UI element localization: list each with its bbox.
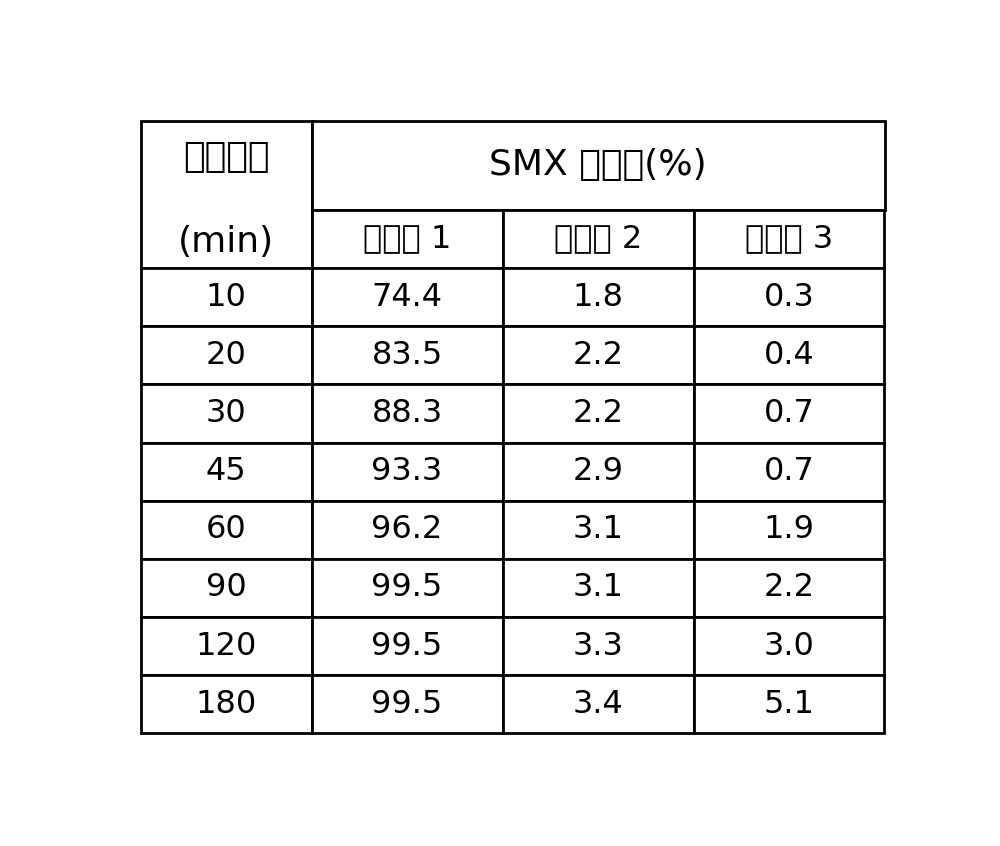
Text: 1.8: 1.8	[573, 282, 624, 313]
Text: 5.1: 5.1	[764, 689, 815, 720]
Bar	[694, 617, 884, 675]
Bar	[312, 617, 503, 675]
Text: 93.3: 93.3	[371, 456, 443, 487]
Bar	[312, 210, 503, 268]
Bar	[694, 675, 884, 733]
Text: 3.3: 3.3	[573, 630, 623, 662]
Bar	[312, 268, 503, 327]
Bar	[312, 675, 503, 733]
Bar	[312, 121, 885, 210]
Bar	[140, 121, 312, 268]
Text: 2.2: 2.2	[572, 398, 624, 429]
Bar	[312, 327, 503, 384]
Bar	[694, 384, 884, 442]
Text: 处理组 2: 处理组 2	[554, 223, 642, 255]
Bar	[694, 501, 884, 559]
Text: 45: 45	[206, 456, 246, 487]
Bar	[694, 210, 884, 268]
Bar	[503, 617, 694, 675]
Bar	[503, 384, 694, 442]
Text: 0.7: 0.7	[764, 456, 814, 487]
Text: 0.4: 0.4	[764, 340, 814, 371]
Text: 99.5: 99.5	[371, 689, 443, 720]
Text: 3.1: 3.1	[573, 514, 624, 546]
Bar	[503, 442, 694, 501]
Bar	[140, 268, 312, 327]
Bar	[312, 442, 503, 501]
Bar	[140, 675, 312, 733]
Bar	[694, 327, 884, 384]
Bar	[694, 442, 884, 501]
Text: (min): (min)	[178, 225, 274, 259]
Bar	[312, 559, 503, 617]
Text: 60: 60	[206, 514, 246, 546]
Bar	[312, 384, 503, 442]
Bar	[140, 501, 312, 559]
Text: 3.0: 3.0	[764, 630, 814, 662]
Text: 74.4: 74.4	[372, 282, 443, 313]
Text: 30: 30	[206, 398, 246, 429]
Bar	[140, 559, 312, 617]
Text: 处理组 3: 处理组 3	[745, 223, 833, 255]
Bar	[140, 327, 312, 384]
Text: 1.9: 1.9	[764, 514, 815, 546]
Text: 88.3: 88.3	[371, 398, 443, 429]
Bar	[503, 675, 694, 733]
Bar	[694, 268, 884, 327]
Text: 2.2: 2.2	[763, 573, 815, 603]
Text: 180: 180	[195, 689, 257, 720]
Text: 2.2: 2.2	[572, 340, 624, 371]
Text: 99.5: 99.5	[371, 630, 443, 662]
Text: 2.9: 2.9	[573, 456, 624, 487]
Text: 3.1: 3.1	[573, 573, 624, 603]
Text: 反应时间: 反应时间	[183, 140, 269, 173]
Text: 3.4: 3.4	[573, 689, 623, 720]
Bar	[140, 442, 312, 501]
Bar	[140, 617, 312, 675]
Text: 96.2: 96.2	[371, 514, 443, 546]
Text: 0.3: 0.3	[764, 282, 814, 313]
Bar	[312, 501, 503, 559]
Text: 处理组 1: 处理组 1	[363, 223, 451, 255]
Bar	[503, 559, 694, 617]
Bar	[503, 268, 694, 327]
Text: 120: 120	[195, 630, 257, 662]
Text: 0.7: 0.7	[764, 398, 814, 429]
Text: 10: 10	[206, 282, 246, 313]
Bar	[694, 559, 884, 617]
Text: 83.5: 83.5	[371, 340, 443, 371]
Bar	[140, 384, 312, 442]
Bar	[503, 501, 694, 559]
Text: 20: 20	[206, 340, 246, 371]
Text: 99.5: 99.5	[371, 573, 443, 603]
Bar	[503, 327, 694, 384]
Text: SMX 去除率(%): SMX 去除率(%)	[489, 148, 707, 183]
Text: 90: 90	[206, 573, 246, 603]
Bar	[503, 210, 694, 268]
